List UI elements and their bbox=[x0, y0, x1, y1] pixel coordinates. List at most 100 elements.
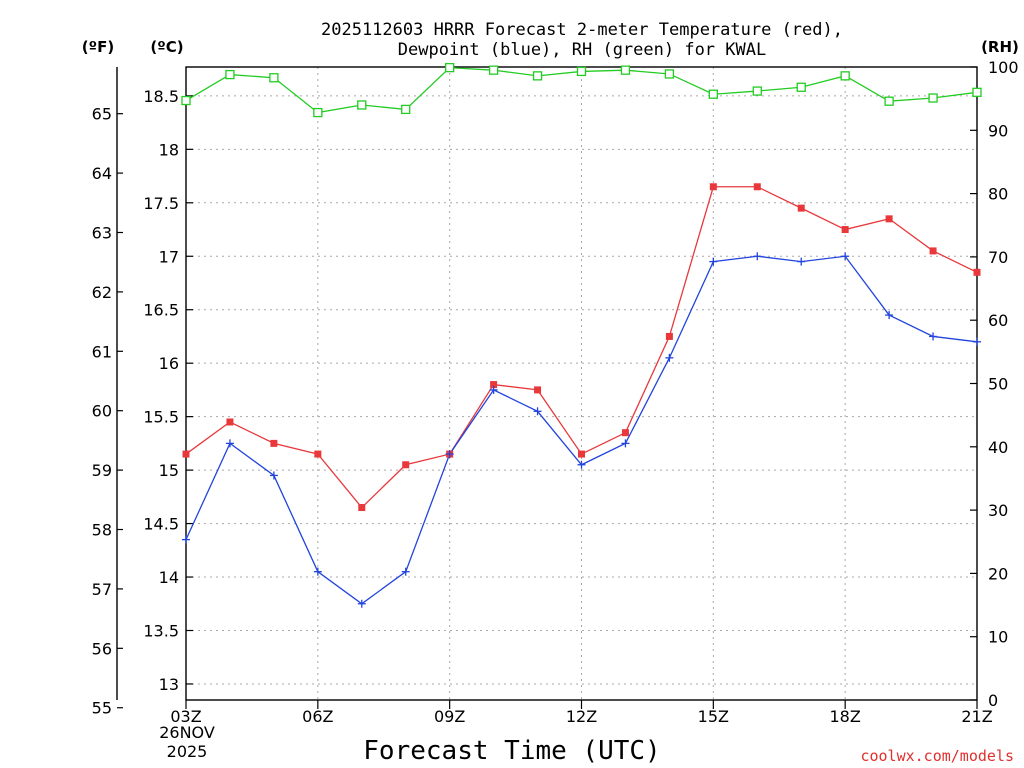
dewpoint-point bbox=[401, 567, 410, 576]
chart-title-line2: Dewpoint (blue), RH (green) for KWAL bbox=[398, 40, 766, 60]
rh-point bbox=[445, 62, 455, 73]
dewpoint-point bbox=[182, 535, 190, 544]
celsius-tick-label: 13.5 bbox=[143, 621, 179, 640]
fahrenheit-tick-label: 55 bbox=[92, 699, 112, 718]
temperature-point bbox=[841, 226, 849, 234]
rh-point bbox=[708, 89, 718, 99]
grid-lines bbox=[186, 67, 977, 700]
rh-point bbox=[664, 69, 675, 79]
rh-tick-label: 30 bbox=[988, 501, 1008, 520]
celsius-tick-label: 14.5 bbox=[143, 515, 179, 534]
dewpoint-point bbox=[885, 311, 894, 320]
dewpoint-point bbox=[357, 599, 366, 608]
temperature-point bbox=[490, 381, 498, 389]
dewpoint-point bbox=[533, 407, 542, 416]
rh-tick-label: 90 bbox=[988, 121, 1008, 140]
x-tick-label: 12Z bbox=[566, 707, 597, 726]
celsius-tick-label: 17 bbox=[159, 247, 179, 266]
x-axis-title: Forecast Time (UTC) bbox=[363, 736, 660, 766]
x-tick-label: 09Z bbox=[434, 707, 465, 726]
dewpoint-point bbox=[577, 460, 586, 469]
rh-point bbox=[181, 95, 191, 106]
chart-title-line1: 2025112603 HRRR Forecast 2-meter Tempera… bbox=[321, 20, 843, 40]
rh-point bbox=[357, 100, 367, 110]
fahrenheit-tick-label: 60 bbox=[92, 402, 112, 421]
celsius-tick-label: 18 bbox=[159, 140, 179, 159]
fahrenheit-tick-label: 58 bbox=[92, 521, 112, 540]
celsius-unit-label: (ºC) bbox=[150, 38, 183, 56]
dewpoint-point bbox=[929, 332, 938, 341]
dewpoint-point bbox=[841, 252, 850, 261]
rh-tick-label: 10 bbox=[988, 628, 1008, 647]
rh-tick-label: 60 bbox=[988, 311, 1008, 330]
rh-point bbox=[225, 69, 235, 80]
celsius-tick-label: 18.5 bbox=[143, 87, 179, 106]
celsius-tick-label: 15.5 bbox=[143, 408, 179, 427]
temperature-point bbox=[402, 461, 410, 469]
temperature-point bbox=[885, 215, 893, 223]
rh-point bbox=[401, 104, 411, 115]
dewpoint-point bbox=[269, 471, 278, 480]
plot-frame bbox=[185, 66, 978, 701]
temperature-line bbox=[185, 186, 978, 509]
dewpoint-point bbox=[753, 252, 762, 261]
fahrenheit-tick-label: 65 bbox=[92, 105, 112, 124]
fahrenheit-tick-label: 62 bbox=[92, 283, 112, 302]
x-tick-label: 18Z bbox=[830, 707, 861, 726]
dewpoint-point bbox=[445, 450, 454, 459]
dewpoint-point bbox=[489, 385, 498, 394]
fahrenheit-tick-label: 59 bbox=[92, 461, 112, 480]
temperature-point bbox=[182, 450, 190, 458]
dewpoint-point bbox=[665, 353, 674, 362]
date-label-day: 26NOV bbox=[159, 723, 215, 742]
rh-tick-label: 40 bbox=[988, 438, 1008, 457]
dewpoint-point bbox=[973, 337, 981, 346]
fahrenheit-tick-label: 64 bbox=[92, 164, 112, 183]
rh-point bbox=[796, 82, 806, 92]
rh-unit-label: (RH) bbox=[981, 38, 1019, 56]
rh-tick-label: 80 bbox=[988, 185, 1008, 204]
x-tick-label: 06Z bbox=[302, 707, 333, 726]
rh-tick-label: 50 bbox=[988, 375, 1008, 394]
rh-point bbox=[313, 107, 323, 118]
dewpoint-point bbox=[709, 257, 718, 266]
date-label-year: 2025 bbox=[167, 742, 208, 761]
temperature-point bbox=[929, 247, 937, 255]
rh-point bbox=[752, 86, 762, 96]
dewpoint-point bbox=[225, 439, 234, 448]
temperature-point bbox=[797, 204, 805, 212]
x-tick-label: 15Z bbox=[698, 707, 729, 726]
dewpoint-point bbox=[797, 257, 806, 266]
x-tick-label: 03Z bbox=[170, 707, 201, 726]
temperature-point bbox=[534, 386, 542, 394]
temperature-point bbox=[314, 450, 322, 458]
temperature-point bbox=[973, 268, 981, 276]
axes bbox=[116, 66, 978, 709]
tick-labels: 13 13.5 14 14.5 15 15.5 16 16.5 17 17.5 18 18.5 55 56… bbox=[92, 58, 1019, 726]
rh-tick-label: 100 bbox=[988, 58, 1019, 77]
celsius-tick-label: 13 bbox=[159, 675, 179, 694]
rh-point bbox=[532, 71, 543, 81]
fahrenheit-tick-label: 57 bbox=[92, 580, 112, 599]
celsius-tick-label: 14 bbox=[159, 568, 179, 587]
rh-tick-label: 70 bbox=[988, 248, 1008, 267]
fahrenheit-tick-label: 56 bbox=[92, 639, 112, 658]
celsius-tick-label: 17.5 bbox=[143, 194, 179, 213]
rh-point bbox=[576, 66, 587, 77]
series-markers bbox=[181, 62, 982, 608]
temperature-point bbox=[753, 183, 761, 191]
fahrenheit-unit-label: (ºF) bbox=[82, 38, 114, 56]
rh-point bbox=[884, 96, 894, 106]
celsius-tick-label: 16 bbox=[159, 354, 179, 373]
rh-point bbox=[840, 71, 850, 81]
temperature-point bbox=[578, 450, 585, 458]
temperature-point bbox=[226, 418, 234, 426]
rh-point bbox=[269, 73, 279, 83]
rh-point bbox=[620, 65, 631, 75]
rh-tick-label: 0 bbox=[988, 691, 998, 710]
temperature-point bbox=[709, 183, 717, 191]
rh-point bbox=[928, 93, 938, 103]
credit-text: coolwx.com/models bbox=[860, 747, 1014, 765]
temperature-point bbox=[621, 429, 629, 437]
